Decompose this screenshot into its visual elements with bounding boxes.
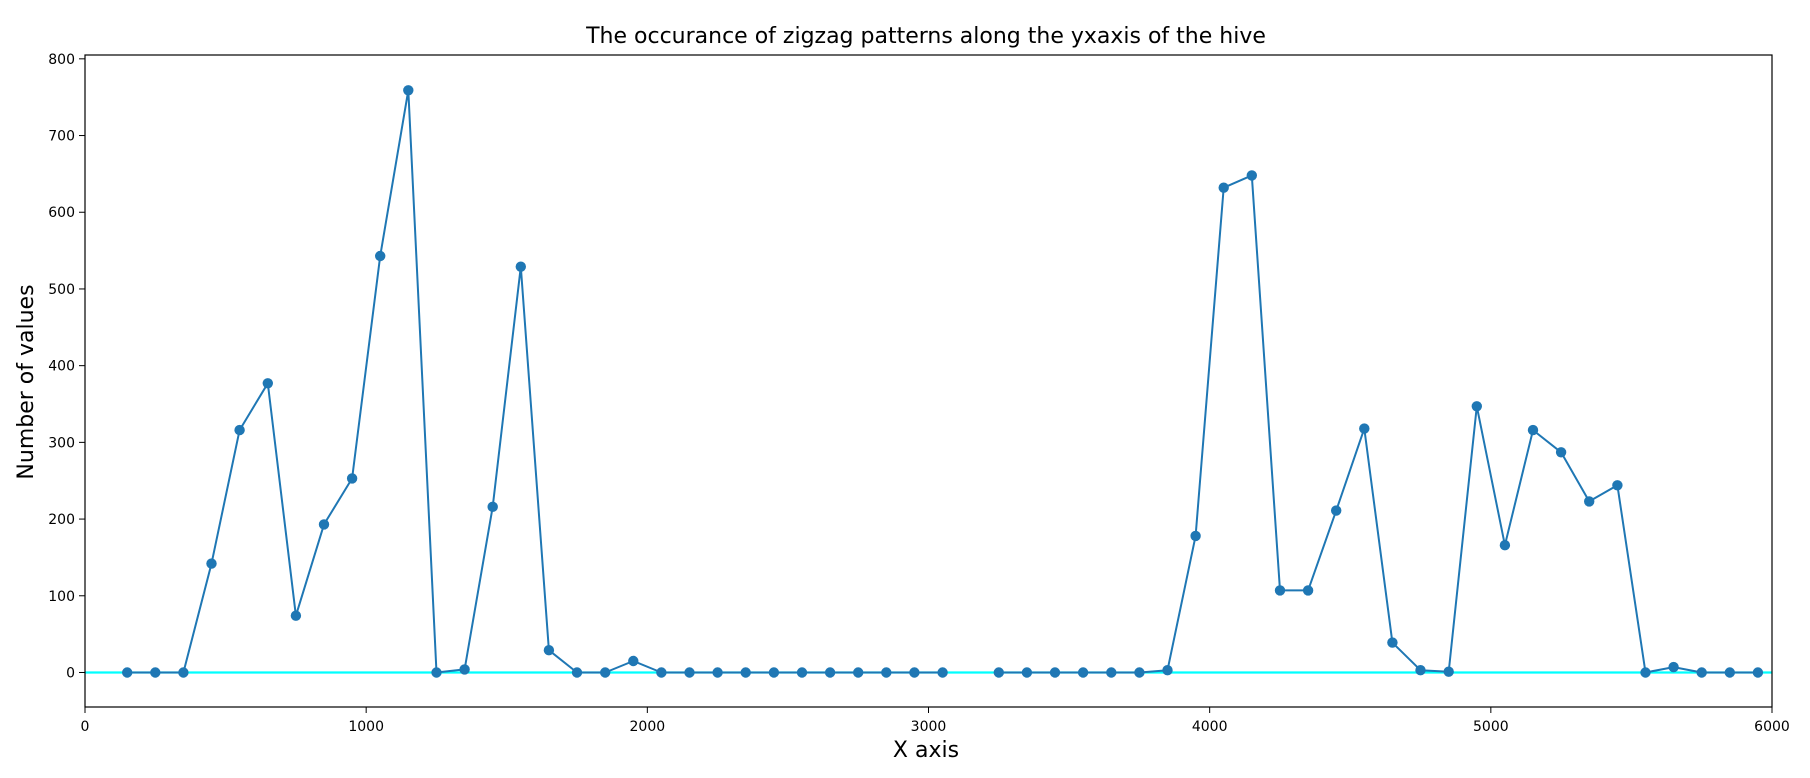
data-point: [543, 645, 555, 656]
data-point: [1612, 480, 1623, 491]
data-point: [1387, 637, 1398, 648]
data-point: [1724, 667, 1736, 678]
y-tick-label: 500: [48, 282, 75, 298]
data-point: [1527, 424, 1539, 436]
data-point: [1696, 667, 1707, 678]
x-tick-label: 0: [81, 719, 90, 735]
data-point: [206, 558, 217, 569]
x-axis-ticks: 0 1000 2000 3000 4000 5000 6000: [81, 707, 1790, 735]
data-point: [515, 261, 526, 272]
x-tick-label: 5000: [1473, 719, 1509, 735]
data-point: [740, 667, 751, 678]
data-point: [403, 85, 414, 96]
data-point: [768, 667, 780, 678]
data-point: [431, 667, 442, 678]
data-point: [1555, 447, 1567, 458]
data-point: [487, 501, 498, 512]
y-axis-label: Number of values: [14, 284, 39, 479]
data-point: [1162, 665, 1173, 676]
data-point: [459, 664, 470, 675]
series-line-segment: [998, 174, 1758, 674]
y-tick-label: 300: [48, 435, 75, 451]
data-point: [1274, 585, 1286, 596]
data-point: [1752, 667, 1764, 678]
data-point: [318, 519, 330, 530]
data-point: [993, 667, 1004, 678]
data-point: [290, 610, 302, 621]
y-axis-ticks: 0 100 200 300 400 500 600 700 800: [48, 52, 85, 681]
data-point: [712, 667, 723, 678]
data-point: [937, 667, 948, 678]
data-point: [1359, 423, 1370, 434]
data-point: [1077, 667, 1089, 678]
y-tick-label: 700: [48, 129, 75, 145]
data-point: [1049, 667, 1061, 678]
y-tick-label: 100: [48, 589, 75, 605]
x-tick-label: 2000: [630, 719, 666, 735]
chart-title: The occurance of zigzag patterns along t…: [585, 24, 1266, 49]
x-tick-label: 4000: [1192, 719, 1228, 735]
data-point: [178, 667, 189, 678]
data-point: [1499, 540, 1511, 551]
y-tick-label: 400: [48, 359, 75, 375]
data-point: [1190, 530, 1201, 542]
x-axis-label: X axis: [893, 738, 959, 763]
data-point: [824, 667, 836, 678]
data-point: [853, 667, 864, 678]
data-point: [628, 655, 639, 667]
data-point: [1415, 665, 1426, 676]
data-point: [1471, 401, 1483, 412]
data-point: [1134, 667, 1145, 678]
data-point: [1584, 496, 1595, 507]
y-tick-label: 200: [48, 512, 75, 528]
data-point: [1668, 661, 1679, 673]
data-point: [1443, 666, 1454, 677]
data-point: [1640, 667, 1651, 678]
data-point: [796, 667, 808, 678]
data-point: [1246, 170, 1258, 181]
x-tick-label: 6000: [1754, 719, 1790, 735]
x-tick-label: 3000: [911, 719, 947, 735]
x-tick-label: 1000: [348, 719, 384, 735]
data-point: [262, 378, 273, 389]
data-point: [346, 473, 358, 484]
data-point: [234, 424, 245, 436]
plot-area: [84, 54, 1773, 708]
series-line-segment: [127, 89, 943, 674]
data-point: [600, 667, 611, 678]
data-point: [571, 667, 583, 678]
data-point: [909, 667, 920, 678]
axes-frame: [84, 54, 1773, 708]
data-point: [1106, 667, 1117, 678]
y-tick-label: 0: [66, 665, 75, 681]
data-point: [122, 667, 133, 678]
y-tick-label: 600: [48, 205, 75, 221]
data-point: [1218, 182, 1229, 193]
data-point: [1021, 667, 1033, 678]
data-point: [375, 250, 386, 262]
y-tick-label: 800: [48, 52, 75, 68]
data-point: [150, 667, 161, 678]
data-point: [881, 667, 892, 678]
data-point: [656, 667, 667, 678]
data-point: [684, 667, 695, 678]
data-point: [1331, 505, 1342, 516]
data-point: [1302, 585, 1314, 596]
